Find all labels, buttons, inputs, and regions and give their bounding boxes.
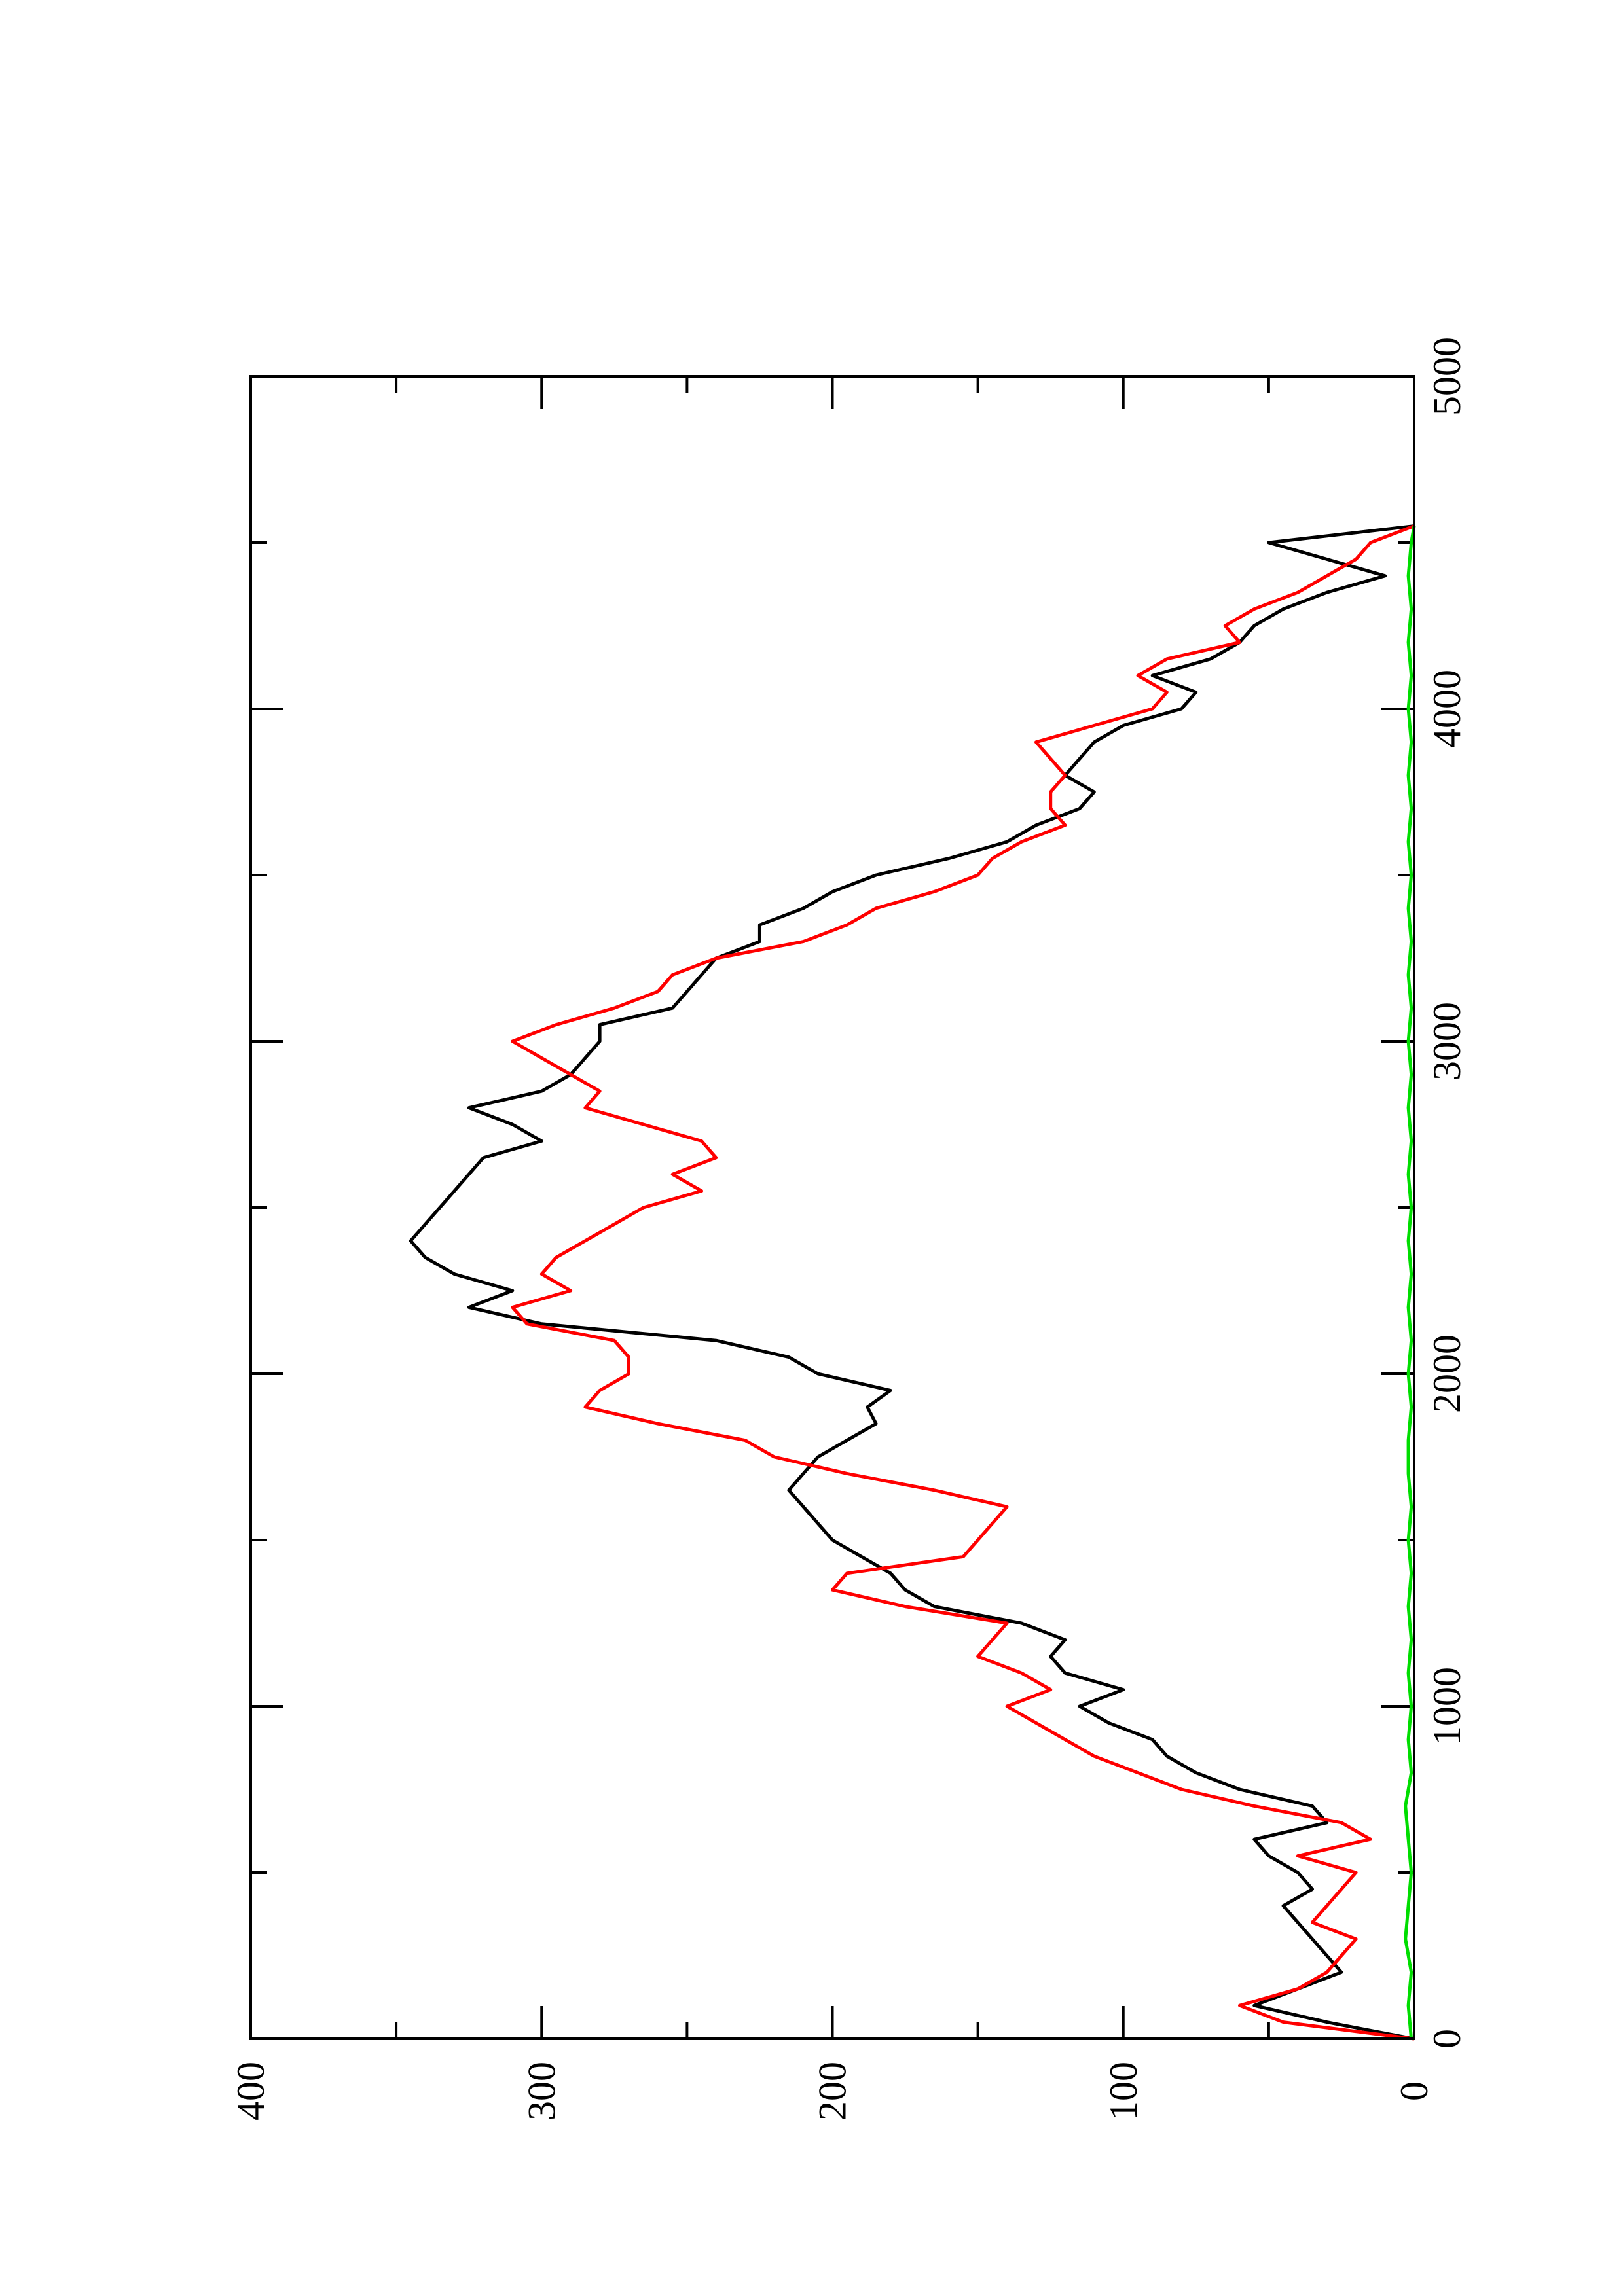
x-tick-label: 0 [1425,2029,1468,2049]
x-tick-label: 4000 [1425,670,1468,748]
y-tick-label: 0 [1393,2081,1436,2101]
x-tick-label: 1000 [1425,1667,1468,1746]
tick-labels: 0 1000 2000 3000 4000 5000 0 100 200 300 400 [229,337,1468,2121]
y-tick-label: 400 [229,2062,272,2121]
series-line-2 [511,524,1415,2041]
y-tick-label: 100 [1102,2062,1145,2121]
y-tick-label: 200 [811,2062,854,2121]
y-tick-label: 300 [520,2062,563,2121]
x-tick-label: 5000 [1425,337,1468,416]
x-tick-label: 3000 [1425,1002,1468,1081]
series-line-3 [1404,526,1416,2039]
x-tick-label: 2000 [1425,1335,1468,1413]
series-lines [409,524,1416,2041]
series-line-1 [409,524,1415,2041]
plot-frame [249,375,1415,2040]
